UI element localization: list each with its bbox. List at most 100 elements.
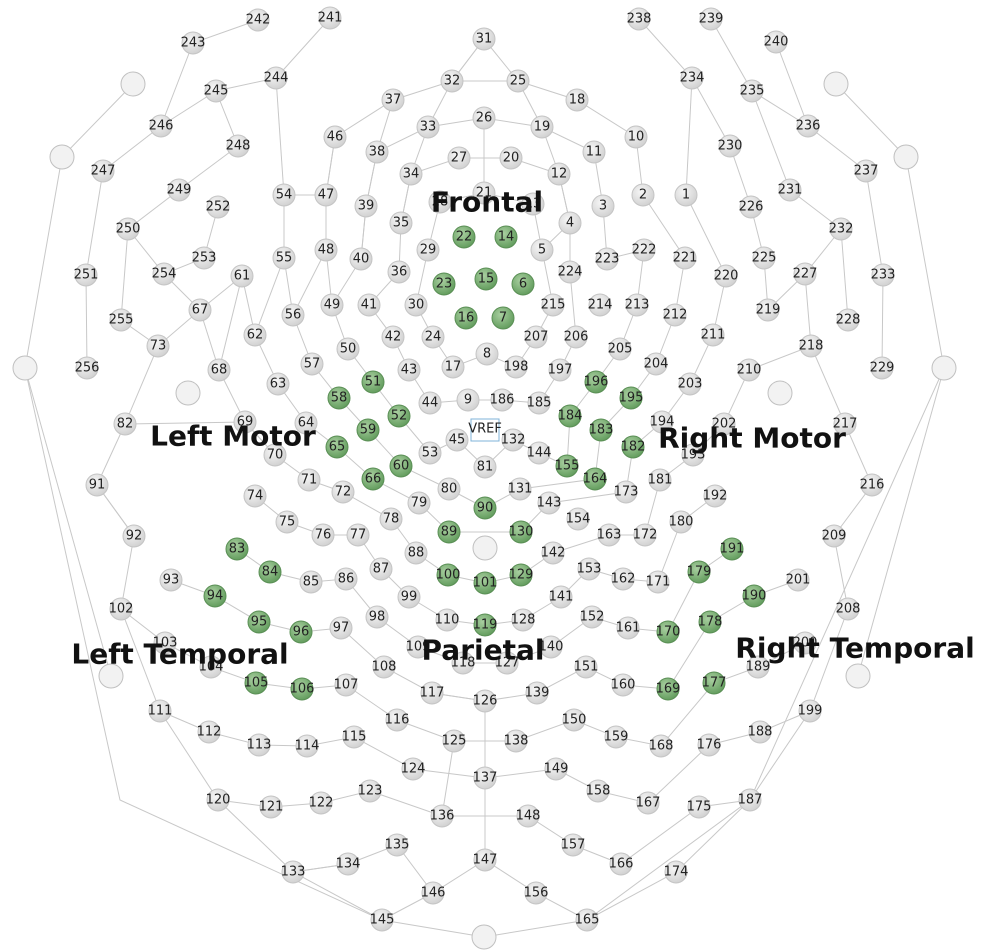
sensor-label: 106 xyxy=(290,682,315,697)
sensor xyxy=(664,860,688,884)
sensor-label: 110 xyxy=(435,613,460,628)
sensor xyxy=(714,264,738,288)
sensor-selected xyxy=(702,671,726,695)
sensor xyxy=(558,260,582,284)
sensor xyxy=(365,140,389,164)
sensor xyxy=(204,79,228,103)
sensor xyxy=(473,766,497,790)
region-label: Left Motor xyxy=(150,420,316,453)
sensor xyxy=(687,795,711,819)
sensor-selected xyxy=(361,370,385,394)
sensor-selected xyxy=(720,537,744,561)
sensor-label: 26 xyxy=(476,111,493,126)
sensor xyxy=(588,293,612,317)
sensor-label: 72 xyxy=(335,485,352,500)
sensor xyxy=(836,597,860,621)
sensor xyxy=(243,323,267,347)
sensor xyxy=(389,211,413,235)
sensor xyxy=(272,183,296,207)
sensor-label: 228 xyxy=(836,313,861,328)
sensor xyxy=(456,388,480,412)
sensor-label: 48 xyxy=(318,243,335,258)
sensor-label: 47 xyxy=(318,188,335,203)
outer-edge xyxy=(835,83,945,677)
sensor xyxy=(739,195,763,219)
sensor-selected xyxy=(387,404,411,428)
sensor xyxy=(152,262,176,286)
sensor xyxy=(822,524,846,548)
sensor-label: 142 xyxy=(541,546,566,561)
edge xyxy=(751,90,849,321)
sensor xyxy=(614,480,638,504)
empty-sensor xyxy=(931,355,957,381)
sensor-label: 104 xyxy=(199,660,224,675)
sensor-label: 16 xyxy=(458,311,475,326)
sensor-label: 120 xyxy=(206,793,231,808)
sensor-label: 134 xyxy=(336,857,361,872)
sensor-label: 42 xyxy=(385,330,402,345)
sensor-label: 105 xyxy=(244,676,269,691)
sensor-label: 204 xyxy=(644,357,669,372)
sensor-label: 76 xyxy=(315,528,332,543)
sensor-label: 73 xyxy=(150,339,167,354)
sensor-selected xyxy=(454,306,478,330)
sensor xyxy=(495,651,519,675)
sensor xyxy=(418,391,442,415)
empty-sensor xyxy=(175,380,201,406)
sensor-label: 230 xyxy=(718,139,743,154)
sensor-label: 189 xyxy=(746,660,771,675)
outer-edge xyxy=(24,83,134,677)
sensor-label: 3 xyxy=(599,199,607,214)
sensor-label: 135 xyxy=(385,838,410,853)
sensor xyxy=(472,27,496,51)
sensor-label: 86 xyxy=(338,572,355,587)
sensor-label: 214 xyxy=(588,298,613,313)
sensor xyxy=(871,263,895,287)
sensor-label: 112 xyxy=(197,725,222,740)
sensor xyxy=(549,585,573,609)
sensor-label: 167 xyxy=(636,796,661,811)
sensor xyxy=(272,246,296,270)
sensor xyxy=(297,468,321,492)
sensor xyxy=(246,8,270,32)
sensor-label: 164 xyxy=(583,472,608,487)
sensor xyxy=(627,7,651,31)
sensor-label: 88 xyxy=(408,546,425,561)
sensor xyxy=(318,6,342,30)
sensor-label: 99 xyxy=(401,590,418,605)
sensor-label: 178 xyxy=(698,615,723,630)
sensor xyxy=(397,358,421,382)
sensor xyxy=(504,355,528,379)
sensor xyxy=(385,833,409,857)
sensor-label: 242 xyxy=(246,13,271,28)
sensor-label: 238 xyxy=(627,12,652,27)
sensor-label: 124 xyxy=(401,762,426,777)
sensor-selected xyxy=(361,467,385,491)
sensor xyxy=(764,30,788,54)
sensor-label: 192 xyxy=(703,489,728,504)
sensor-label: 202 xyxy=(712,417,737,432)
sensor-label: 197 xyxy=(548,363,573,378)
sensor-label: 234 xyxy=(680,71,705,86)
sensor-label: 170 xyxy=(656,625,681,640)
sensor-label: 171 xyxy=(646,575,671,590)
sensor xyxy=(595,247,619,271)
sensor-label: 246 xyxy=(149,119,174,134)
sensor-label: 245 xyxy=(204,84,229,99)
sensor xyxy=(113,412,137,436)
sensor xyxy=(420,681,444,705)
sensor xyxy=(625,293,649,317)
sensor-label: 15 xyxy=(478,272,495,287)
sensor-selected xyxy=(656,620,680,644)
sensor-selected xyxy=(509,520,533,544)
sensor xyxy=(663,303,687,327)
sensor-label: 82 xyxy=(117,417,134,432)
sensor xyxy=(85,473,109,497)
sensor-label: 244 xyxy=(264,71,289,86)
sensor-label: 248 xyxy=(226,139,251,154)
sensor-label: 211 xyxy=(701,328,726,343)
sensor-label: 22 xyxy=(456,230,473,245)
sensor-label: 151 xyxy=(574,660,599,675)
sensor-label: 191 xyxy=(720,542,745,557)
edge xyxy=(160,17,331,127)
